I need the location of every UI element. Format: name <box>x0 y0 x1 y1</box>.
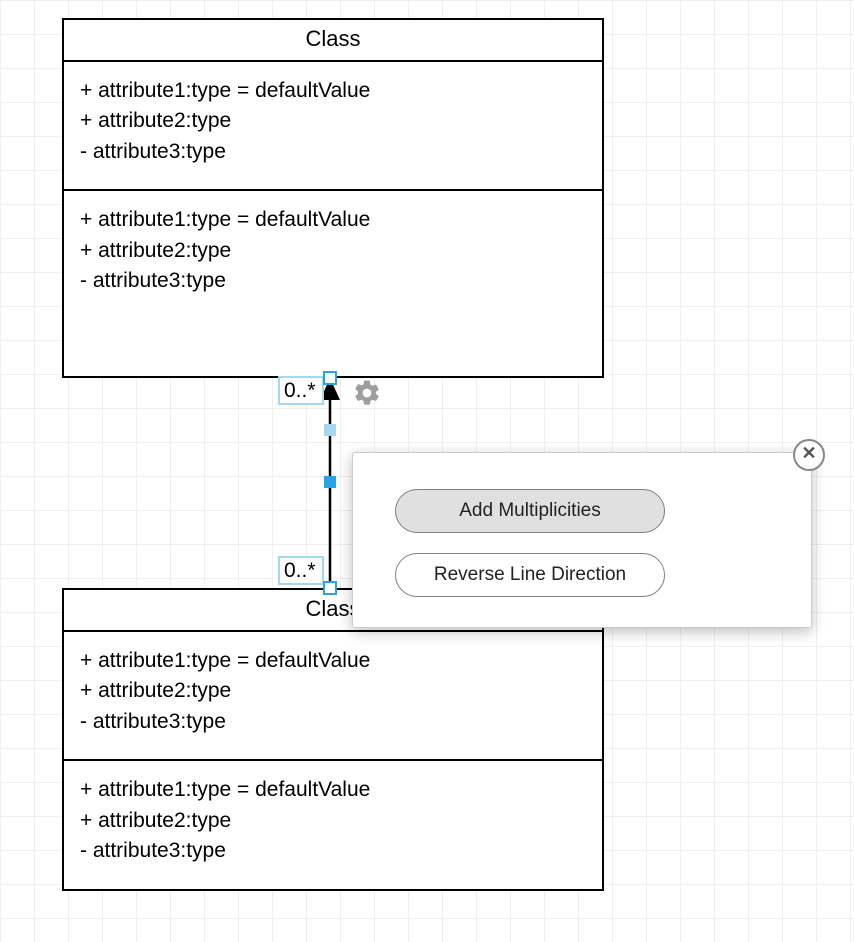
add-multiplicities-button[interactable]: Add Multiplicities <box>395 489 665 533</box>
connector-context-menu: ✕ Add Multiplicities Reverse Line Direct… <box>352 452 812 628</box>
attribute-line: + attribute1:type = defaultValue <box>80 646 586 676</box>
connector-waypoint[interactable] <box>324 424 336 436</box>
reverse-line-direction-button[interactable]: Reverse Line Direction <box>395 553 665 597</box>
attribute-line: - attribute3:type <box>80 707 586 737</box>
multiplicity-label-top[interactable]: 0..* <box>278 376 324 405</box>
connector-endpoint-bottom[interactable] <box>323 581 337 595</box>
attribute-line: + attribute2:type <box>80 806 586 836</box>
uml-class-top[interactable]: Class + attribute1:type = defaultValue +… <box>62 18 604 378</box>
methods-section: + attribute1:type = defaultValue + attri… <box>64 761 602 888</box>
attribute-line: - attribute3:type <box>80 137 586 167</box>
attribute-line: + attribute2:type <box>80 106 586 136</box>
uml-class-bottom[interactable]: Class + attribute1:type = defaultValue +… <box>62 588 604 891</box>
attribute-line: + attribute1:type = defaultValue <box>80 76 586 106</box>
gear-icon[interactable] <box>352 378 382 413</box>
multiplicity-label-bottom[interactable]: 0..* <box>278 556 324 585</box>
attributes-section: + attribute1:type = defaultValue + attri… <box>64 62 602 191</box>
attribute-line: + attribute2:type <box>80 236 586 266</box>
methods-section: + attribute1:type = defaultValue + attri… <box>64 191 602 318</box>
attribute-line: + attribute1:type = defaultValue <box>80 775 586 805</box>
attribute-line: + attribute1:type = defaultValue <box>80 205 586 235</box>
attribute-line: - attribute3:type <box>80 836 586 866</box>
class-title: Class <box>64 20 602 62</box>
attributes-section: + attribute1:type = defaultValue + attri… <box>64 632 602 761</box>
connector-midpoint[interactable] <box>324 476 336 488</box>
attribute-line: + attribute2:type <box>80 676 586 706</box>
close-icon[interactable]: ✕ <box>793 439 825 471</box>
connector-endpoint-top[interactable] <box>323 371 337 385</box>
attribute-line: - attribute3:type <box>80 266 586 296</box>
